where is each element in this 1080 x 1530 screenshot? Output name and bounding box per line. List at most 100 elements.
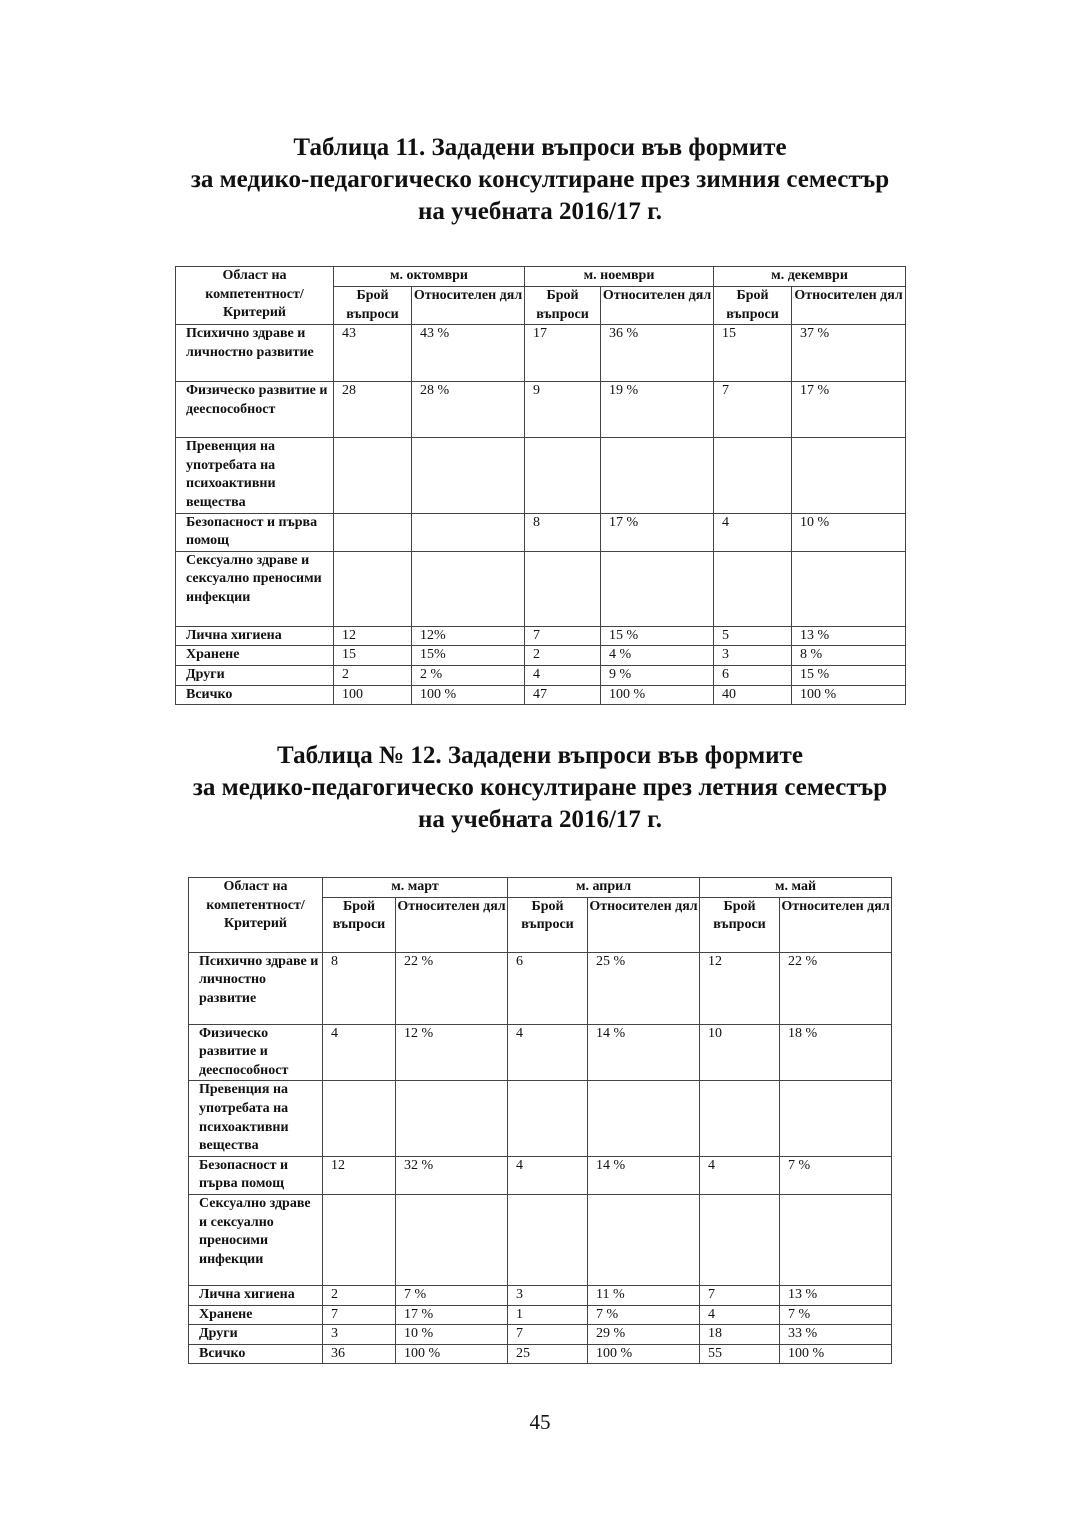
share-header: Относителен дял — [395, 896, 508, 953]
count-cell: 10 — [699, 1023, 780, 1082]
count-cell: 7 — [322, 1304, 396, 1326]
count-cell: 2 — [524, 645, 602, 666]
row-label: Други — [188, 1324, 323, 1345]
share-cell: 37 % — [791, 324, 907, 383]
share-cell: 15 % — [600, 625, 715, 647]
table-row: Други 3 10 % 7 29 % 18 33 % — [188, 1324, 893, 1345]
count-cell: 4 — [507, 1023, 588, 1082]
share-cell: 29 % — [587, 1324, 700, 1345]
count-cell: 40 — [713, 684, 793, 706]
share-cell: 12 % — [395, 1023, 508, 1082]
share-cell — [791, 437, 907, 514]
row-label: Други — [175, 664, 334, 686]
count-cell: 1 — [507, 1304, 588, 1326]
row-label: Физическо развитие и дееспособност — [175, 381, 334, 439]
count-cell: 8 — [524, 512, 602, 552]
share-cell: 43 % — [410, 324, 526, 383]
share-cell: 10 % — [395, 1324, 508, 1345]
row-label: Всичко — [188, 1343, 323, 1365]
month-header: м. октомври — [332, 266, 526, 287]
count-header: Брой въпроси — [713, 285, 793, 326]
month-header: м. април — [507, 877, 700, 898]
count-cell: 4 — [322, 1023, 396, 1082]
share-cell: 7 % — [587, 1304, 700, 1326]
share-cell: 13 % — [791, 625, 907, 647]
count-header: Брой въпроси — [699, 896, 780, 953]
share-cell — [395, 1080, 508, 1157]
share-cell: 7 % — [778, 1155, 893, 1195]
count-cell — [322, 1080, 396, 1157]
count-header: Брой въпроси — [507, 896, 588, 953]
title-line: Таблица 11. Зададени въпроси във формите — [293, 134, 787, 161]
count-cell: 4 — [713, 512, 793, 552]
share-cell: 4 % — [600, 645, 715, 666]
count-cell: 100 — [333, 684, 412, 706]
share-cell: 19 % — [600, 381, 715, 439]
count-header: Брой въпроси — [524, 285, 602, 326]
row-label: Всичко — [175, 684, 334, 706]
corner-header: Област на компетентност/ Критерий — [188, 877, 323, 953]
subheader-row: Брой въпроси Относителен дял Брой въпроси О… — [176, 285, 907, 326]
count-cell — [507, 1193, 588, 1286]
share-cell: 9 % — [600, 664, 715, 686]
title-line: на учебната 2016/17 г. — [418, 198, 662, 225]
count-cell: 43 — [333, 324, 412, 383]
share-cell: 2 % — [410, 664, 526, 686]
table-row: Сексуално здраве и сексуално преносими и… — [175, 550, 907, 627]
title-line: на учебната 2016/17 г. — [418, 806, 662, 833]
share-cell: 11 % — [587, 1284, 700, 1306]
row-label: Психично здраве и личностно развитие — [175, 324, 334, 383]
table-row: Психично здраве и личностно развитие 8 22 … — [188, 951, 893, 1025]
count-cell: 12 — [322, 1155, 396, 1195]
share-cell: 100 % — [778, 1343, 893, 1365]
share-cell: 7 % — [395, 1284, 508, 1306]
count-header: Брой въпроси — [322, 896, 396, 953]
table-row: Безопасност и първа помощ 12 32 % 4 14 % 4 7 % — [188, 1155, 893, 1195]
share-cell — [587, 1193, 700, 1286]
share-cell — [778, 1080, 893, 1157]
table-row: Лична хигиена 12 12% 7 15 % 5 13 % — [175, 625, 907, 647]
share-cell: 100 % — [395, 1343, 508, 1365]
count-cell: 3 — [713, 645, 793, 666]
share-cell — [600, 437, 715, 514]
share-header: Относителен дял — [791, 285, 907, 326]
month-header: м. декември — [713, 266, 907, 287]
count-cell: 6 — [507, 951, 588, 1025]
header-row: Област на компетентност/ Критерий м. март… — [188, 877, 893, 953]
share-cell — [791, 550, 907, 627]
table-row: Сексуално здраве и сексуално преносими и… — [188, 1193, 893, 1286]
share-cell: 28 % — [410, 381, 526, 439]
title-line: Таблица № 12. Зададени въпроси във форми… — [277, 742, 803, 769]
table-row: Безопасност и първа помощ 8 17 % 4 10 % — [175, 512, 907, 552]
count-cell — [524, 550, 602, 627]
share-cell: 100 % — [600, 684, 715, 706]
count-cell: 7 — [524, 625, 602, 647]
corner-header: Област на компетентност/ Критерий — [175, 265, 334, 326]
count-header: Брой въпроси — [333, 285, 412, 326]
title-line: за медико-педагогическо консултиране пре… — [192, 774, 888, 801]
count-cell: 4 — [507, 1155, 588, 1195]
share-cell: 17 % — [600, 512, 715, 552]
share-cell: 17 % — [395, 1304, 508, 1326]
share-cell: 22 % — [395, 951, 508, 1025]
count-cell: 4 — [524, 664, 602, 686]
count-cell: 7 — [713, 381, 793, 439]
row-label: Сексуално здраве и сексуално преносими и… — [188, 1193, 323, 1286]
share-cell: 22 % — [778, 951, 893, 1025]
table-row: Психично здраве и личностно развитие 43 43… — [175, 324, 907, 383]
row-label: Сексуално здраве и сексуално преносими и… — [175, 550, 334, 627]
share-cell: 8 % — [791, 645, 907, 666]
count-cell: 12 — [699, 951, 780, 1025]
share-cell: 10 % — [791, 512, 907, 552]
count-cell: 9 — [524, 381, 602, 439]
count-cell — [524, 437, 602, 514]
count-cell — [333, 550, 412, 627]
share-cell: 100 % — [587, 1343, 700, 1365]
count-cell: 15 — [333, 645, 412, 666]
row-label: Безопасност и първа помощ — [175, 512, 334, 552]
share-cell: 14 % — [587, 1155, 700, 1195]
share-header: Относителен дял — [600, 285, 715, 326]
count-cell: 55 — [699, 1343, 780, 1365]
page-number: 45 — [529, 1410, 551, 1434]
row-label: Лична хигиена — [188, 1284, 323, 1306]
